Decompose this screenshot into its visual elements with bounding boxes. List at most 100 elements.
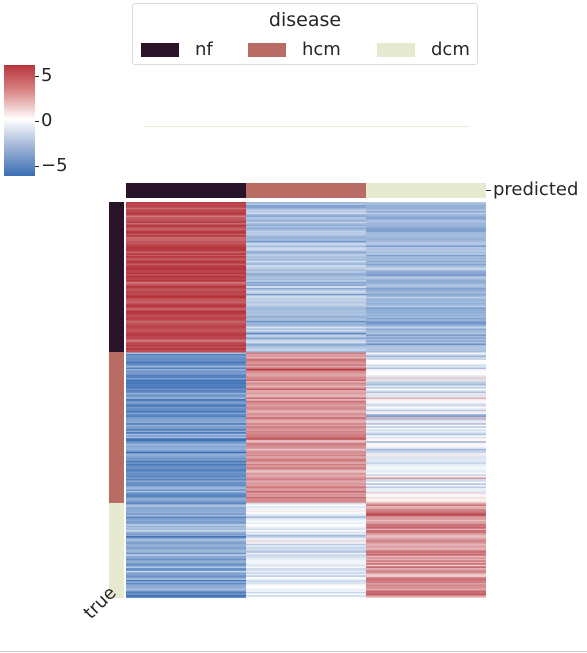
heatmap-cell-nf-dcm — [366, 278, 486, 281]
legend-title: disease — [268, 9, 342, 31]
heatmap-cell-hcm-hcm — [246, 460, 367, 463]
heatmap-cell-hcm-hcm — [246, 469, 367, 472]
heatmap-cell-nf-nf — [126, 260, 247, 263]
heatmap-cell-dcm-dcm — [366, 561, 486, 564]
heatmap-cell-dcm-hcm — [246, 545, 367, 548]
heatmap-cell-dcm-dcm — [366, 543, 486, 546]
heatmap-cell-hcm-hcm — [246, 402, 367, 405]
heatmap-cell-dcm-nf — [126, 548, 247, 551]
heatmap-cell-hcm-nf — [126, 403, 247, 406]
heatmap-cell-nf-dcm — [366, 262, 486, 265]
heatmap-cell-nf-hcm — [246, 295, 367, 298]
heatmap-cell-hcm-nf — [126, 393, 247, 396]
heatmap-cell-hcm-hcm — [246, 399, 367, 402]
heatmap-cell-nf-nf — [126, 218, 247, 221]
heatmap-cell-hcm-nf — [126, 486, 247, 489]
heatmap-cell-hcm-dcm — [366, 423, 486, 426]
heatmap-cell-nf-hcm — [246, 235, 367, 238]
heatmap-cell-hcm-hcm — [246, 490, 367, 494]
heatmap-cell-hcm-nf — [126, 450, 247, 453]
heatmap-cell-hcm-dcm — [366, 480, 486, 483]
heatmap-cell-nf-dcm — [366, 311, 486, 314]
heatmap-cell-dcm-hcm — [246, 540, 367, 543]
heatmap-cell-dcm-dcm — [366, 584, 486, 587]
heatmap-cell-nf-dcm — [366, 298, 486, 301]
heatmap-cell-nf-dcm — [366, 233, 486, 236]
heatmap-cell-hcm-dcm — [366, 433, 486, 436]
heatmap-cell-hcm-dcm — [366, 432, 486, 435]
heatmap-cell-hcm-hcm — [246, 370, 367, 373]
heatmap-cell-dcm-dcm — [366, 581, 486, 584]
heatmap-cell-dcm-nf — [126, 587, 247, 590]
heatmap-cell-nf-dcm — [366, 244, 486, 247]
heatmap-cell-hcm-hcm — [246, 489, 367, 492]
heatmap-cell-nf-nf — [126, 256, 247, 259]
heatmap-cell-dcm-nf — [126, 554, 247, 557]
heatmap-cell-nf-nf — [126, 259, 247, 262]
heatmap-cell-dcm-hcm — [246, 590, 367, 593]
heatmap-cell-dcm-hcm — [246, 581, 367, 584]
heatmap-cell-dcm-nf — [126, 561, 247, 564]
heatmap-cell-nf-hcm — [246, 308, 367, 311]
heatmap-cell-hcm-hcm — [246, 429, 367, 432]
heatmap-cell-hcm-hcm — [246, 382, 367, 385]
heatmap-cell-nf-hcm — [246, 292, 367, 295]
heatmap-cell-dcm-nf — [126, 519, 247, 522]
heatmap-cell-hcm-hcm — [246, 375, 367, 378]
heatmap-cell-nf-hcm — [246, 346, 367, 349]
heatmap-cell-dcm-nf — [126, 582, 247, 586]
heatmap-cell-nf-dcm — [366, 253, 486, 256]
dendrogram-line — [143, 126, 469, 127]
heatmap-cell-nf-dcm — [366, 313, 486, 316]
heatmap-cell-hcm-nf — [126, 433, 247, 436]
heatmap-cell-dcm-dcm — [366, 557, 486, 560]
heatmap-cell-nf-hcm — [246, 278, 367, 281]
heatmap-cell-dcm-nf — [126, 522, 247, 525]
heatmap-cell-hcm-hcm — [246, 480, 367, 483]
heatmap-cell-nf-dcm — [366, 329, 486, 333]
heatmap-cell-nf-nf — [126, 313, 247, 316]
heatmap-cell-hcm-dcm — [366, 453, 486, 456]
heatmap-cell-hcm-hcm — [246, 466, 367, 469]
heatmap-cell-nf-hcm — [246, 226, 367, 229]
heatmap-cell-hcm-nf — [126, 388, 247, 391]
heatmap-cell-nf-dcm — [366, 256, 486, 259]
heatmap-cell-dcm-nf — [126, 502, 247, 506]
heatmap-cell-hcm-hcm — [246, 450, 367, 453]
heatmap-cell-nf-nf — [126, 301, 247, 304]
heatmap-cell-dcm-dcm — [366, 563, 486, 566]
colorbar-tick-minus5 — [35, 166, 39, 167]
heatmap-cell-dcm-nf — [126, 551, 247, 554]
heatmap-cell-nf-hcm — [246, 212, 367, 215]
heatmap-cell-nf-nf — [126, 214, 247, 217]
heatmap-cell-hcm-nf — [126, 411, 247, 414]
heatmap-cell-nf-nf — [126, 280, 247, 283]
heatmap-cell-nf-nf — [126, 310, 247, 313]
heatmap-cell-nf-hcm — [246, 325, 367, 328]
heatmap-cell-dcm-hcm — [246, 564, 367, 567]
heatmap-cell-nf-nf — [126, 343, 247, 346]
heatmap-cell-hcm-hcm — [246, 385, 367, 388]
heatmap-cell-dcm-dcm — [366, 569, 486, 572]
heatmap-cell-hcm-nf — [126, 438, 247, 441]
heatmap-cell-nf-hcm — [246, 287, 367, 290]
heatmap-cell-dcm-dcm — [366, 594, 486, 598]
heatmap-cell-dcm-nf — [126, 531, 247, 534]
heatmap-cell-dcm-hcm — [246, 521, 367, 524]
heatmap-cell-hcm-dcm — [366, 426, 486, 429]
heatmap-cell-hcm-dcm — [366, 466, 486, 469]
heatmap-cell-nf-nf — [126, 238, 247, 241]
heatmap-cell-hcm-hcm — [246, 355, 367, 358]
heatmap-cell-dcm-nf — [126, 530, 247, 533]
heatmap-cell-dcm-dcm — [366, 566, 486, 569]
heatmap-cell-hcm-dcm — [366, 373, 486, 376]
heatmap-cell-dcm-hcm — [246, 534, 367, 537]
heatmap-cell-hcm-nf — [126, 397, 247, 400]
heatmap-cell-hcm-nf — [126, 352, 247, 355]
heatmap-cell-nf-dcm — [366, 247, 486, 250]
heatmap-cell-hcm-nf — [126, 418, 247, 421]
heatmap-cell-hcm-dcm — [366, 420, 486, 423]
heatmap-cell-nf-nf — [126, 253, 247, 256]
heatmap-cell-dcm-hcm — [246, 524, 367, 527]
heatmap-cell-hcm-hcm — [246, 465, 367, 468]
